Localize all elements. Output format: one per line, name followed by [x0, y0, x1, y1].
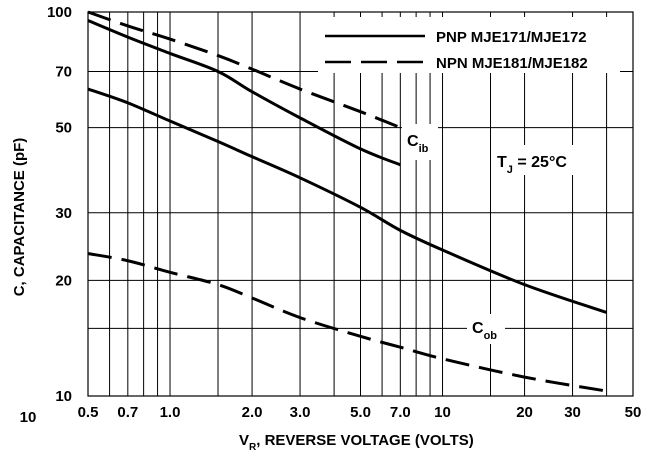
legend: PNP MJE171/MJE172 NPN MJE181/MJE182: [318, 17, 620, 73]
tj-sub: J: [507, 164, 513, 176]
tick-labels: 0.5 0.7 1.0 2.0 3.0 5.0 7.0 10 20 30 50 100 70 50 30 20…: [47, 4, 641, 421]
y-tick-label: 50: [55, 120, 72, 137]
cob-main: C: [472, 320, 484, 337]
x-axis-label-sub: R: [249, 442, 257, 453]
plot-frame: [87, 11, 634, 397]
y-axis-label: C, CAPACITANCE (pF): [11, 138, 28, 297]
x-tick-label: 0.7: [117, 404, 138, 421]
x-axis-label-rest: , REVERSE VOLTAGE (VOLTS): [256, 432, 474, 449]
x-tick-label: 7.0: [390, 404, 411, 421]
legend-box: [318, 17, 620, 73]
tj-main: T: [497, 154, 507, 171]
x-tick-label: 0.5: [78, 404, 99, 421]
y-tick-label: 100: [47, 4, 72, 21]
series-line-dashed-cob: [87, 252, 607, 393]
y-tick-label: 20: [55, 272, 72, 289]
x-axis-label-main: V: [239, 432, 249, 449]
tj-rest: = 25°C: [513, 154, 567, 171]
series-layer: [87, 10, 608, 393]
cob-sub: ob: [484, 330, 498, 342]
series-line-solid-cib: [87, 19, 401, 167]
cib-sub: ib: [419, 143, 429, 155]
x-tick-label: 2.0: [242, 404, 263, 421]
x-tick-label: 30: [564, 404, 581, 421]
cob-annotation: Cob: [472, 320, 497, 342]
legend-label-npn: NPN MJE181/MJE182: [436, 55, 588, 72]
x-tick-label: 20: [516, 404, 533, 421]
cib-main: C: [407, 133, 419, 150]
cib-annotation: Cib: [407, 133, 429, 155]
x-tick-label: 10: [434, 404, 451, 421]
legend-label-pnp: PNP MJE171/MJE172: [436, 29, 587, 46]
x-tick-label: 1.0: [160, 404, 181, 421]
y-tick-label: 30: [55, 205, 72, 222]
cob-label-bg: [467, 314, 505, 344]
extra-corner-label: 10: [20, 409, 37, 426]
tj-annotation: TJ = 25°C: [497, 154, 567, 176]
x-axis-label: VR, REVERSE VOLTAGE (VOLTS): [239, 432, 474, 453]
cib-label-bg: [402, 124, 438, 160]
y-tick-label: 70: [55, 63, 72, 80]
y-tick-label: 10: [55, 388, 72, 405]
x-tick-label: 5.0: [350, 404, 371, 421]
grid-layer: [88, 12, 633, 396]
series-line-dashed-cib: [87, 10, 401, 129]
series-line-solid-cob: [87, 87, 608, 314]
x-tick-label: 50: [625, 404, 642, 421]
tj-label-bg: [492, 145, 592, 175]
x-tick-label: 3.0: [290, 404, 311, 421]
